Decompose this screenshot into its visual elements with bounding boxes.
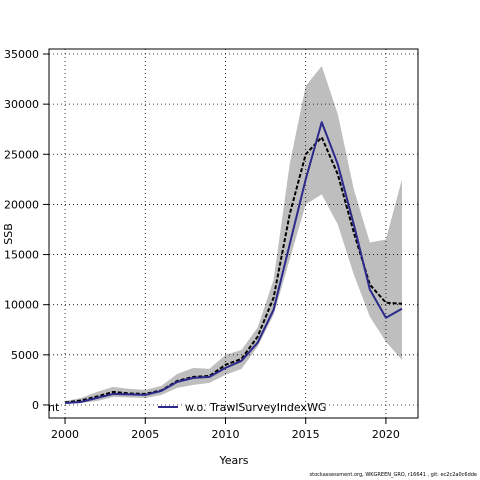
y-tick-label: 25000 (4, 148, 39, 161)
series-lines (64, 121, 403, 404)
confidence-band (65, 66, 402, 404)
y-tick-label: 35000 (4, 48, 39, 61)
y-axis-title: SSB (2, 223, 15, 245)
legend-truncated-label: nt (48, 401, 60, 414)
x-tick-label: 2015 (292, 428, 320, 441)
x-tick-label: 2000 (51, 428, 79, 441)
y-tick-label: 15000 (4, 249, 39, 262)
legend-series-label: w.o. TrawlSurveyIndexWG (185, 401, 326, 414)
x-axis-title: Years (218, 454, 248, 467)
x-tick-label: 2020 (372, 428, 400, 441)
confidence-band-area (65, 66, 402, 404)
series-line-solid (64, 121, 403, 404)
grid (49, 49, 418, 418)
y-tick-label: 20000 (4, 198, 39, 211)
y-tick-label: 30000 (4, 98, 39, 111)
x-tick-label: 2005 (131, 428, 159, 441)
y-axis: 0 5000 10000 15000 20000 25000 30000 35000 (4, 48, 49, 412)
series-line-dashed (64, 136, 403, 404)
y-tick-label: 5000 (11, 349, 39, 362)
y-tick-label: 0 (32, 399, 39, 412)
plot-frame (48, 48, 419, 419)
x-axis: 2000 2005 2010 2015 2020 (51, 418, 400, 441)
legend: nt w.o. TrawlSurveyIndexWG (48, 401, 326, 414)
x-tick-label: 2010 (211, 428, 239, 441)
footer-credit: stockassessment.org, WKGREEN_GRO, r16641… (309, 472, 477, 478)
y-tick-label: 10000 (4, 299, 39, 312)
